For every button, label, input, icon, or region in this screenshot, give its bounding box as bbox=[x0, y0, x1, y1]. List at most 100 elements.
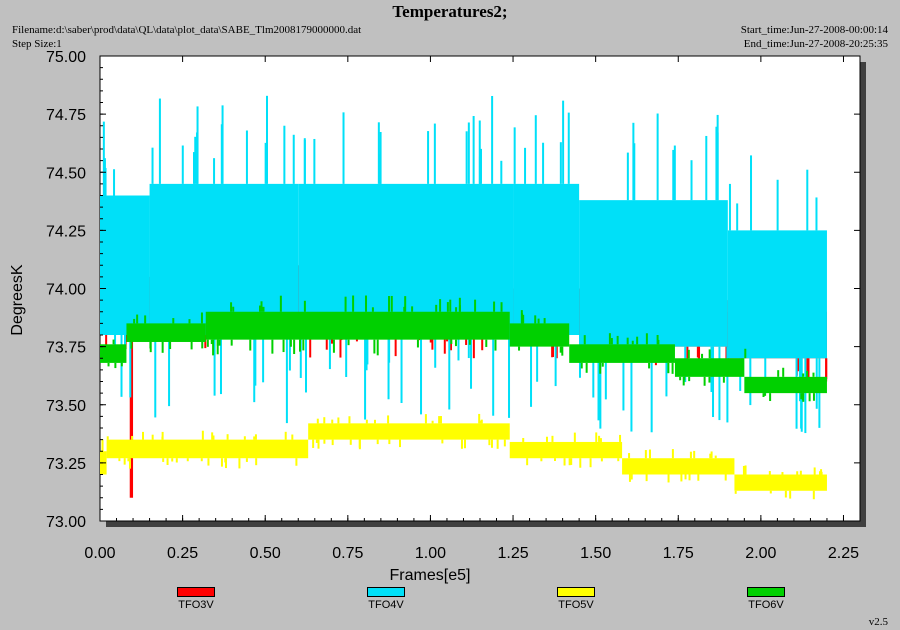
series-tfo5v-spike bbox=[526, 458, 529, 466]
series-tfo4v-spike bbox=[524, 147, 527, 184]
series-tfo6v-spike bbox=[190, 341, 193, 350]
series-tfo5v-spike bbox=[488, 439, 491, 446]
series-tfo5v-spike bbox=[820, 469, 823, 475]
series-tfo5v-spike bbox=[151, 434, 154, 440]
series-tfo6v-spike bbox=[112, 339, 115, 345]
series-tfo4v-spike bbox=[479, 148, 482, 184]
series-tfo6v-spike bbox=[648, 362, 651, 369]
series-tfo6v-spike bbox=[262, 306, 265, 312]
series-tfo3v-spike bbox=[339, 323, 342, 358]
series-tfo5v-spike bbox=[551, 435, 554, 442]
series-tfo6v-band-3 bbox=[509, 323, 570, 347]
series-tfo6v-spike bbox=[802, 373, 805, 377]
series-tfo4v-spike bbox=[328, 335, 331, 370]
filename-label: Filename:d:\saber\prod\data\QL\data\plot… bbox=[12, 24, 362, 36]
series-tfo4v-spike bbox=[562, 100, 565, 184]
legend-item-tfo4v: TFO4V bbox=[356, 587, 416, 611]
series-tfo5v-spike bbox=[127, 458, 130, 462]
series-tfo6v-spike bbox=[769, 393, 772, 402]
series-tfo4v-spike bbox=[630, 346, 633, 432]
series-tfo4v-spike bbox=[377, 122, 380, 184]
series-tfo6v-spike bbox=[344, 296, 347, 312]
series-tfo5v-spike bbox=[490, 439, 493, 448]
series-tfo5v-spike bbox=[479, 420, 482, 424]
series-tfo4v-spike bbox=[718, 346, 721, 421]
series-tfo4v-spike bbox=[665, 346, 668, 397]
series-tfo5v-spike bbox=[714, 455, 717, 459]
series-tfo4v-spike bbox=[292, 134, 295, 184]
series-tfo4v-spike bbox=[379, 153, 382, 184]
series-tfo6v-spike bbox=[561, 346, 564, 356]
series-tfo5v-spike bbox=[315, 439, 318, 443]
series-tfo3v-spike bbox=[698, 346, 701, 361]
series-tfo6v-spike bbox=[188, 319, 191, 324]
series-tfo5v-spike bbox=[358, 439, 361, 448]
series-tfo6v-spike bbox=[485, 339, 488, 347]
series-tfo6v-spike bbox=[468, 339, 471, 345]
series-tfo4v-spike bbox=[726, 346, 729, 423]
series-tfo4v-spike bbox=[253, 335, 256, 403]
series-tfo5v-spike bbox=[563, 458, 566, 466]
series-tfo4v-spike bbox=[632, 122, 635, 201]
series-tfo6v-spike bbox=[645, 333, 648, 345]
series-tfo5v-spike bbox=[295, 458, 298, 466]
series-tfo6v-spike bbox=[260, 301, 263, 312]
series-tfo4v-band-4 bbox=[579, 200, 728, 347]
series-tfo5v-spike bbox=[599, 438, 602, 442]
series-tfo4v-spike bbox=[245, 130, 248, 184]
series-tfo6v-spike bbox=[376, 339, 379, 356]
series-tfo6v-spike bbox=[708, 349, 711, 359]
series-tfo6v-spike bbox=[371, 307, 374, 312]
series-tfo6v-band-5 bbox=[674, 358, 745, 377]
series-tfo6v-spike bbox=[271, 339, 274, 354]
series-tfo6v-spike bbox=[474, 299, 477, 312]
series-tfo6v-spike bbox=[626, 337, 629, 345]
series-tfo6v-spike bbox=[439, 299, 442, 312]
series-tfo5v-spike bbox=[768, 471, 771, 475]
series-tfo5v-spike bbox=[161, 436, 164, 440]
series-tfo5v-spike bbox=[742, 465, 745, 475]
series-tfo4v-spike bbox=[478, 120, 481, 184]
series-tfo4v-spike bbox=[815, 197, 818, 231]
series-tfo5v-spike bbox=[688, 474, 691, 481]
series-tfo5v-spike bbox=[595, 432, 598, 442]
series-tfo6v-spike bbox=[249, 339, 252, 351]
series-tfo4v-band-0 bbox=[100, 195, 150, 335]
series-tfo4v-spike bbox=[804, 358, 807, 434]
series-tfo6v-spike bbox=[782, 367, 785, 377]
series-tfo5v-spike bbox=[789, 490, 792, 499]
series-tfo4v-spike bbox=[219, 335, 222, 395]
x-tick-label: 2.25 bbox=[828, 545, 859, 562]
series-tfo4v-spike bbox=[508, 335, 511, 418]
series-tfo4v-spike bbox=[536, 335, 539, 382]
series-tfo5v-spike bbox=[689, 451, 692, 459]
series-tfo6v-spike bbox=[455, 307, 458, 312]
series-tfo6v-spike bbox=[282, 339, 285, 353]
y-tick-label: 75.00 bbox=[46, 49, 86, 66]
series-tfo5v-spike bbox=[245, 458, 248, 462]
series-tfo6v-spike bbox=[201, 341, 204, 349]
x-tick-label: 0.50 bbox=[250, 545, 281, 562]
series-tfo5v-spike bbox=[818, 471, 821, 475]
series-tfo5v-spike bbox=[348, 416, 351, 424]
series-tfo5v-spike bbox=[212, 435, 215, 440]
series-tfo4v-spike bbox=[736, 203, 739, 231]
series-tfo6v-spike bbox=[232, 306, 235, 312]
series-tfo6v-spike bbox=[636, 336, 639, 345]
series-tfo5v-spike bbox=[166, 458, 169, 465]
series-tfo5v-spike bbox=[226, 434, 229, 440]
series-tfo5v-spike bbox=[211, 432, 214, 440]
series-tfo6v-spike bbox=[522, 314, 525, 324]
series-tfo5v-spike bbox=[724, 474, 727, 481]
series-tfo5v-spike bbox=[496, 439, 499, 449]
series-tfo5v-spike bbox=[617, 458, 620, 462]
series-tfo6v-spike bbox=[494, 339, 497, 351]
series-tfo6v-spike bbox=[518, 346, 521, 351]
y-tick-label: 73.50 bbox=[46, 398, 86, 415]
series-tfo5v-band-4 bbox=[622, 458, 735, 475]
series-tfo6v-spike bbox=[800, 393, 803, 400]
series-tfo6v-spike bbox=[136, 314, 139, 324]
series-tfo6v-spike bbox=[365, 295, 368, 312]
series-tfo6v-spike bbox=[299, 339, 302, 352]
